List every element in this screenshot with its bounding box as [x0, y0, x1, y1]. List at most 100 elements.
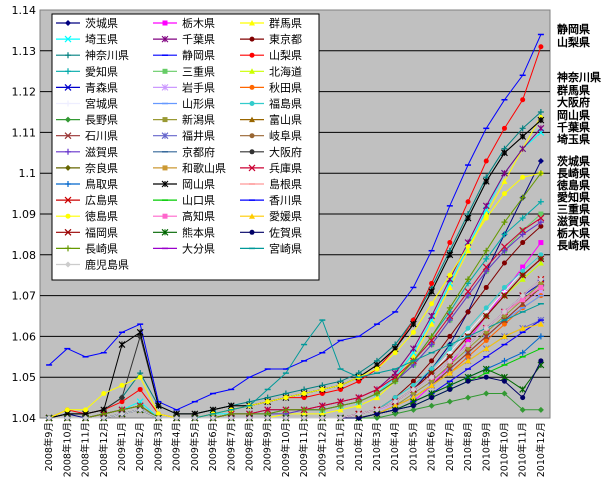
y-tick-label: 1.09 [12, 208, 37, 221]
data-point [137, 386, 143, 392]
data-point [483, 215, 489, 221]
data-point [373, 394, 380, 401]
data-point [374, 366, 380, 372]
data-point [428, 374, 435, 381]
series-line [48, 34, 542, 411]
data-point [155, 415, 162, 421]
legend-swatch-marker [64, 228, 72, 236]
legend-entry: 佐賀県 [240, 225, 302, 239]
legend-entry: 茨城県 [56, 16, 118, 30]
data-point [465, 346, 471, 352]
data-point [501, 260, 507, 266]
data-point [465, 244, 471, 250]
data-point [136, 328, 144, 336]
data-point [538, 358, 544, 364]
legend-swatch-marker [65, 213, 71, 219]
data-point [301, 391, 307, 397]
legend-swatch-marker [249, 36, 255, 42]
legend-entry: 山形県 [153, 98, 215, 111]
data-point [483, 211, 490, 217]
data-point [537, 406, 544, 413]
legend-entry: 長崎県 [56, 241, 118, 255]
legend-label: 神奈川県 [85, 48, 129, 62]
x-tick-label: 2009年8月 [243, 422, 255, 471]
x-tick-label: 2010年6月 [426, 422, 438, 471]
data-point [373, 415, 380, 421]
legend-swatch-marker [64, 132, 72, 140]
legend-swatch-marker [162, 117, 168, 123]
legend-label: 鳥取県 [85, 177, 118, 191]
data-point [392, 398, 399, 405]
legend-swatch-marker [64, 196, 72, 204]
data-point [537, 116, 545, 124]
data-point [319, 410, 326, 417]
data-point [501, 357, 508, 364]
data-point [537, 321, 544, 327]
data-point [428, 382, 435, 388]
data-point [428, 341, 435, 348]
legend-label: 山形県 [182, 98, 215, 111]
right-side-labels: 静岡県山梨県神奈川県群馬県大阪府岡山県千葉県埼玉県茨城県長崎県徳島県愛知県三重県… [556, 22, 601, 252]
data-point [483, 325, 490, 332]
data-point [410, 329, 416, 335]
data-point [519, 231, 526, 238]
legend-swatch-marker [249, 149, 255, 155]
data-point [373, 386, 381, 393]
legend-entry: 鳥取県 [56, 177, 118, 191]
data-point [446, 317, 453, 324]
legend-label: 愛知県 [85, 64, 118, 78]
data-point [374, 411, 380, 417]
x-tick-label: 2009年12月 [316, 422, 328, 477]
legend-swatch-marker [161, 35, 169, 43]
legend-swatch-marker [162, 20, 168, 26]
legend-entry: 青森県 [56, 80, 118, 94]
legend-swatch-marker [65, 148, 71, 155]
legend-entry: 栃木県 [153, 16, 215, 30]
data-point [465, 394, 472, 401]
data-point [519, 194, 526, 201]
y-tick-label: 1.07 [12, 290, 37, 303]
data-point [373, 390, 380, 397]
legend-swatch-marker [65, 245, 71, 252]
legend-entry: 宮城県 [56, 97, 118, 111]
data-point [520, 395, 526, 401]
right-label: 静岡県 [557, 22, 590, 36]
data-point [392, 350, 398, 356]
data-point [428, 321, 435, 327]
legend-swatch-marker [65, 20, 71, 26]
legend-entry: 静岡県 [153, 48, 215, 62]
data-point [137, 374, 143, 380]
y-tick-label: 1.1 [19, 167, 37, 180]
data-point [465, 337, 471, 343]
legend-label: 熊本県 [182, 225, 215, 239]
right-label: 大阪府 [557, 95, 590, 109]
data-point [446, 304, 453, 311]
data-point [155, 411, 161, 417]
legend-swatch-marker [162, 213, 168, 219]
data-point [319, 391, 325, 397]
legend-entry: 神奈川県 [56, 48, 129, 62]
legend-swatch-marker [249, 84, 255, 90]
legend-entry: 北海道 [240, 64, 302, 78]
legend-entry: 福岡県 [56, 225, 118, 239]
legend-entry: 福島県 [240, 97, 302, 111]
legend-entry: 山口県 [153, 194, 215, 207]
data-point [537, 276, 544, 283]
data-point [483, 305, 489, 311]
data-point [465, 247, 472, 254]
data-point [482, 332, 490, 340]
data-point [519, 325, 526, 331]
y-tick-label: 1.05 [12, 371, 37, 384]
data-point [501, 292, 508, 300]
data-point [447, 333, 453, 339]
data-point [537, 157, 544, 164]
legend-swatch-marker [249, 68, 255, 74]
legend-swatch-marker [249, 20, 255, 26]
legend-label: 茨城県 [85, 16, 118, 30]
data-point [319, 415, 326, 421]
data-point [337, 406, 344, 413]
data-point [119, 382, 125, 388]
data-point [464, 214, 472, 222]
legend-label: 千葉県 [182, 32, 215, 46]
data-point [537, 198, 544, 205]
